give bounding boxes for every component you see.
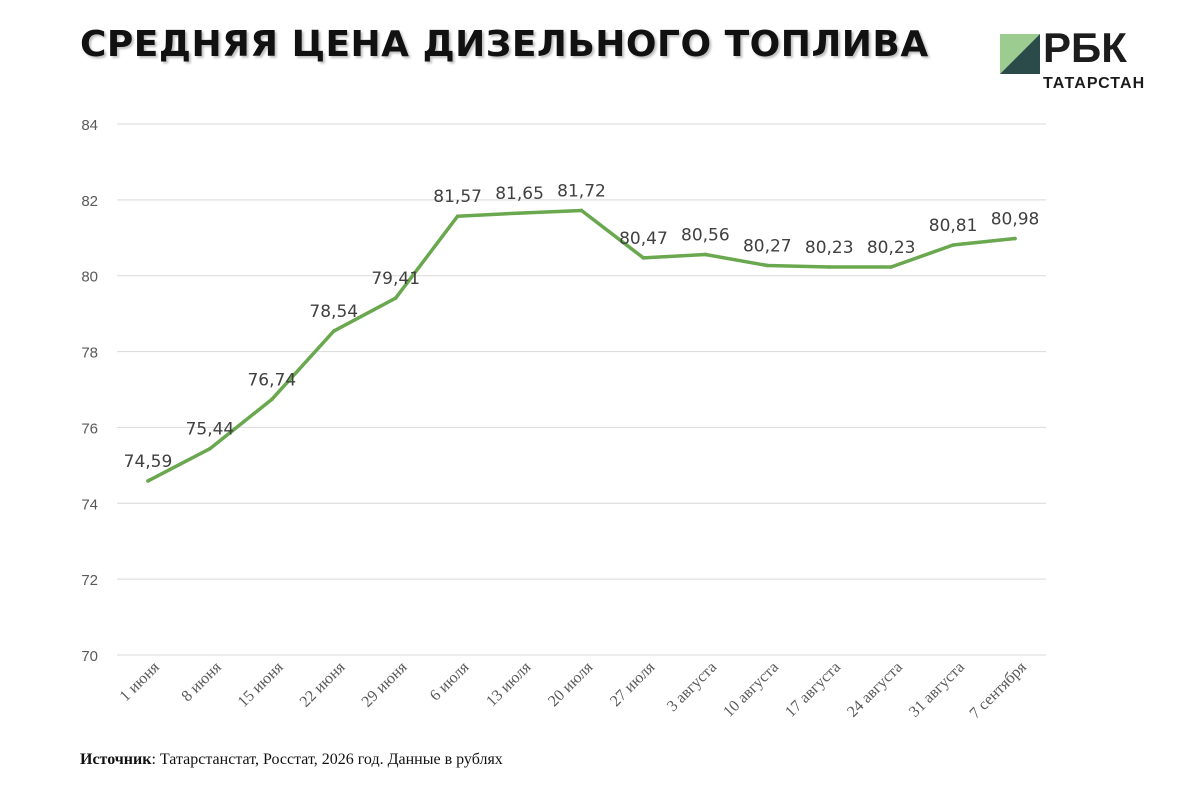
data-point xyxy=(455,214,460,218)
y-tick-label: 70 xyxy=(81,648,98,665)
logo-brand: РБК xyxy=(1043,24,1127,71)
x-tick-label: 3 августа xyxy=(664,659,720,715)
y-tick-label: 76 xyxy=(81,420,98,437)
grid-lines xyxy=(117,123,1046,656)
data-point xyxy=(827,265,832,269)
data-label: 80,56 xyxy=(681,225,730,245)
y-axis-tick-labels: 70 72 74 76 78 80 82 84 xyxy=(81,117,98,665)
data-labels: 74,59 75,44 76,74 78,54 79,41 81,57 81,65 81,72… xyxy=(124,181,1040,471)
x-tick-label: 31 августа xyxy=(906,659,968,721)
data-point xyxy=(703,252,708,257)
source-note: Источник: Татарстанстат, Росстат, 2026 г… xyxy=(80,751,503,769)
data-point xyxy=(517,211,522,215)
data-point xyxy=(331,329,336,333)
data-point xyxy=(1013,236,1017,241)
data-label: 80,81 xyxy=(929,216,978,236)
x-tick-label: 8 июня xyxy=(178,658,225,705)
data-point xyxy=(146,479,150,483)
data-label: 80,27 xyxy=(743,236,792,256)
x-tick-label: 22 июня xyxy=(297,658,349,710)
data-point xyxy=(270,397,274,402)
x-tick-label: 27 июля xyxy=(607,658,659,710)
data-label: 81,72 xyxy=(557,181,606,201)
x-tick-label: 7 сентября xyxy=(966,658,1030,722)
data-point xyxy=(208,446,212,451)
data-point xyxy=(579,208,584,213)
source-label: Источник xyxy=(80,751,152,768)
y-tick-label: 78 xyxy=(81,345,98,362)
chart-title: СРЕДНЯЯ ЦЕНА ДИЗЕЛЬНОГО ТОПЛИВА xyxy=(80,24,929,65)
data-label: 80,23 xyxy=(867,238,916,258)
logo-mark-icon xyxy=(1000,34,1040,74)
data-point xyxy=(641,256,646,260)
data-label: 74,59 xyxy=(124,452,173,472)
data-label: 78,54 xyxy=(309,302,358,322)
data-label: 80,47 xyxy=(619,229,668,249)
x-tick-label: 15 июня xyxy=(235,658,287,710)
series-line-group xyxy=(146,208,1017,483)
data-label: 80,98 xyxy=(991,210,1040,230)
x-axis-tick-labels: 1 июня 8 июня 15 июня 22 июня 29 июня 6 июля 1… xyxy=(117,658,1031,722)
y-tick-label: 80 xyxy=(81,269,98,286)
data-point xyxy=(765,263,770,268)
y-tick-label: 84 xyxy=(81,117,98,134)
x-tick-label: 20 июля xyxy=(545,658,597,710)
x-tick-label: 13 июля xyxy=(483,658,535,710)
data-label: 79,41 xyxy=(371,269,420,289)
logo-mark-dark-triangle xyxy=(1000,34,1040,74)
y-tick-label: 74 xyxy=(81,496,98,513)
x-tick-label: 6 июля xyxy=(427,658,473,704)
x-tick-label: 10 августа xyxy=(720,659,782,721)
data-label: 76,74 xyxy=(247,370,296,390)
data-label: 81,65 xyxy=(495,184,544,204)
x-tick-label: 17 августа xyxy=(782,659,844,721)
y-tick-label: 72 xyxy=(81,572,98,589)
logo-region: ТАТАРСТАН xyxy=(1043,75,1146,92)
data-point xyxy=(951,243,955,247)
x-tick-label: 24 августа xyxy=(844,659,906,721)
data-label: 80,23 xyxy=(805,238,854,258)
rbc-logo: РБК ТАТАРСТАН xyxy=(1000,24,1160,96)
data-label: 81,57 xyxy=(433,187,482,207)
data-point xyxy=(889,265,893,269)
x-tick-label: 1 июня xyxy=(117,658,164,705)
source-text: : Татарстанстат, Росстат, 2026 год. Данн… xyxy=(151,751,503,768)
x-tick-label: 29 июня xyxy=(359,658,411,710)
data-label: 75,44 xyxy=(186,420,235,440)
data-point xyxy=(393,296,398,300)
y-tick-label: 82 xyxy=(81,193,98,210)
